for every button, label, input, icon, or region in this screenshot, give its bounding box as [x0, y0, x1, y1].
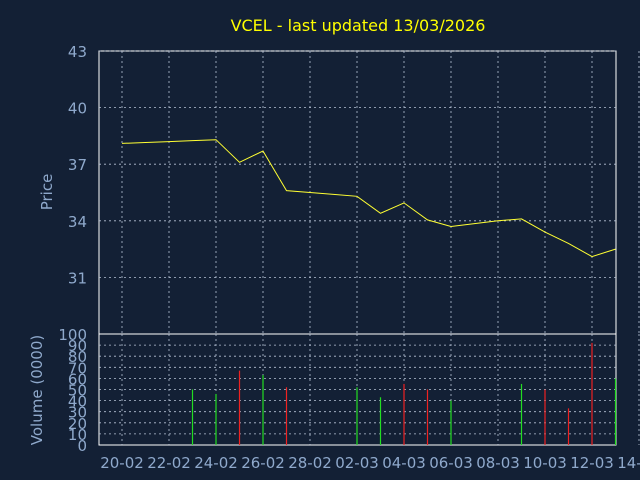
price-tick-label: 34 [68, 213, 87, 231]
x-tick-label: 22-02 [147, 454, 191, 472]
x-tick-label: 06-03 [429, 454, 473, 472]
volume-tick-label: 60 [68, 370, 87, 388]
x-axis: 20-02 22-02 24-02 26-02 28-02 02-03 04-03 06-03… [100, 454, 640, 472]
x-tick-label: 26-02 [241, 454, 285, 472]
price-tick-label: 40 [68, 100, 87, 118]
x-tick-label: 10-03 [523, 454, 567, 472]
price-plot-frame [98, 50, 617, 335]
volume-tick-label: 0 [77, 437, 87, 455]
volume-tick-label: 30 [68, 404, 87, 422]
price-series-line [121, 139, 616, 258]
volume-tick-label: 40 [68, 393, 87, 411]
price-panel: 31 34 37 40 43 [68, 43, 640, 335]
price-tick-label: 37 [68, 156, 87, 174]
volume-tick-label: 70 [68, 359, 87, 377]
price-axis-label: Price [38, 174, 56, 211]
chart-title: VCEL - last updated 13/03/2026 [231, 16, 486, 35]
volume-tick-label: 80 [68, 348, 87, 366]
volume-tick-label: 10 [68, 426, 87, 444]
volume-axis-label: Volume (0000) [28, 335, 46, 445]
volume-tick-label: 90 [68, 337, 87, 355]
price-tick-label: 31 [68, 269, 87, 287]
volume-tick-label: 100 [58, 326, 87, 344]
volume-tick-label: 50 [68, 382, 87, 400]
price-tick-label: 43 [68, 43, 87, 61]
volume-tick-label: 20 [68, 415, 87, 433]
x-tick-label: 08-03 [476, 454, 520, 472]
x-tick-label: 20-02 [100, 454, 144, 472]
x-tick-label: 02-03 [335, 454, 379, 472]
x-tick-label: 28-02 [288, 454, 332, 472]
x-tick-label: 14-03 [617, 454, 640, 472]
x-tick-label: 24-02 [194, 454, 238, 472]
x-tick-label: 12-03 [570, 454, 614, 472]
x-tick-label: 04-03 [382, 454, 426, 472]
